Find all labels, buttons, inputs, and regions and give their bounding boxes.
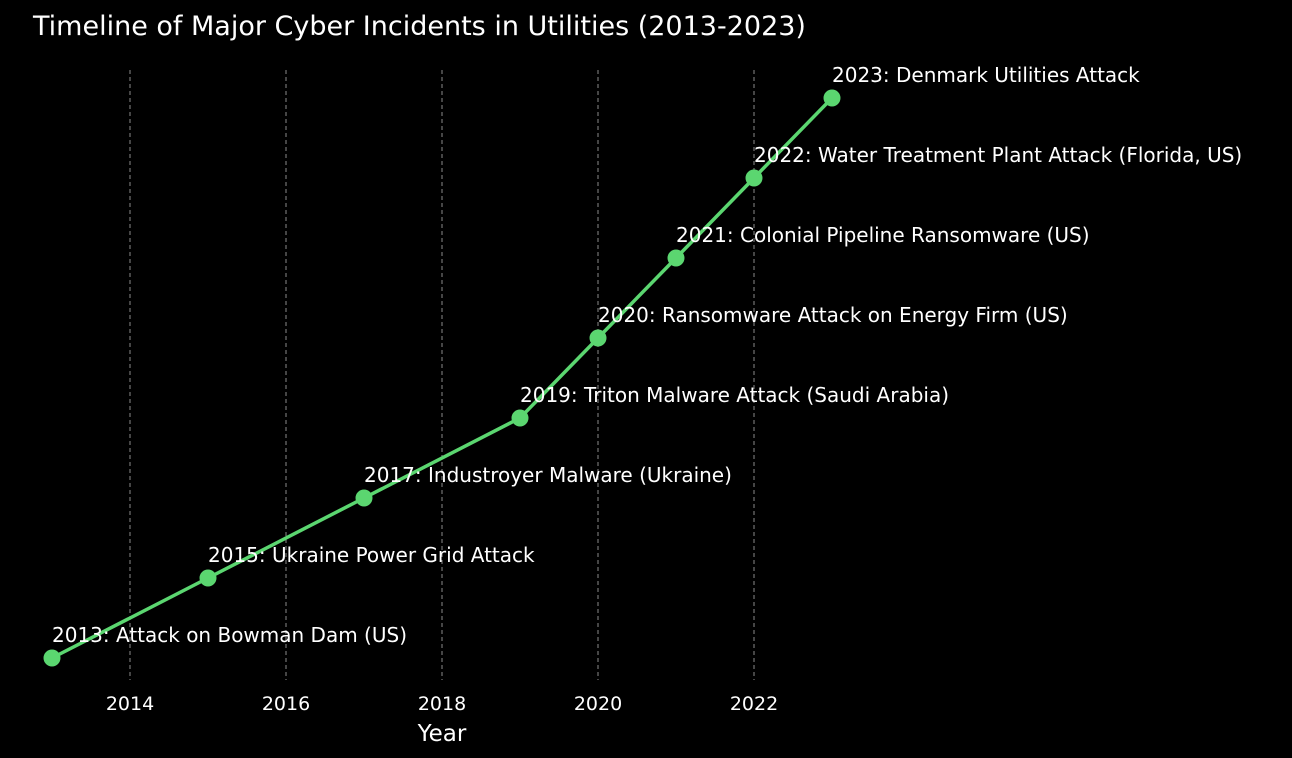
data-point [823,89,841,107]
event-label: 2017: Industroyer Malware (Ukraine) [364,463,732,487]
event-label: 2019: Triton Malware Attack (Saudi Arabi… [520,383,949,407]
event-labels: 2013: Attack on Bowman Dam (US) 2015: Ukr… [52,63,1242,647]
series-line [51,96,834,660]
x-tick-label: 2014 [106,693,154,715]
x-axis-label: Year [417,721,467,747]
event-label: 2020: Ransomware Attack on Energy Firm (… [598,303,1068,327]
data-point [43,649,61,667]
data-point [199,569,217,587]
x-tick-labels: 2014 2016 2018 2020 2022 [106,693,778,715]
event-label: 2023: Denmark Utilities Attack [832,63,1140,87]
event-label: 2013: Attack on Bowman Dam (US) [52,623,407,647]
grid [129,70,755,680]
data-points [43,89,841,667]
data-point [589,329,607,347]
event-label: 2015: Ukraine Power Grid Attack [208,543,535,567]
data-point [667,249,685,267]
x-tick-label: 2020 [574,693,622,715]
x-tick-label: 2022 [730,693,778,715]
data-point [511,409,529,427]
data-point [745,169,763,187]
event-label: 2022: Water Treatment Plant Attack (Flor… [754,143,1242,167]
event-label: 2021: Colonial Pipeline Ransomware (US) [676,223,1090,247]
chart-title: Timeline of Major Cyber Incidents in Uti… [32,11,806,42]
x-tick-label: 2018 [418,693,466,715]
x-tick-label: 2016 [262,693,310,715]
data-point [355,489,373,507]
